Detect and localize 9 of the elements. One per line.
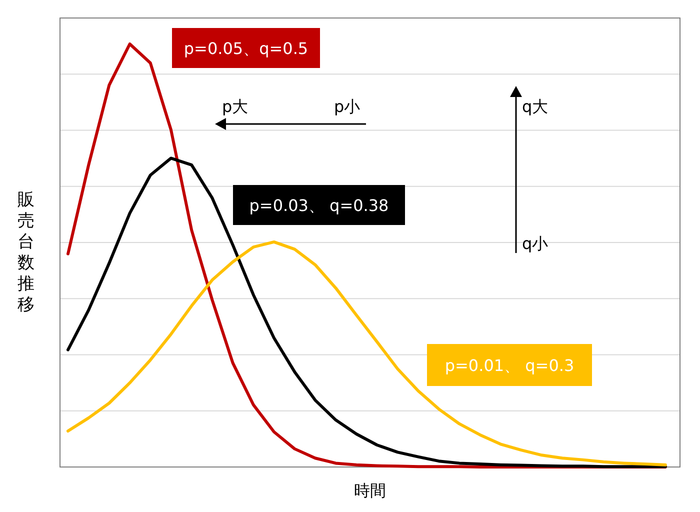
- annotation: p大: [222, 97, 248, 116]
- annotation: q大: [522, 97, 548, 116]
- annotation: p小: [334, 97, 360, 116]
- series-label: p=0.01、 q=0.3: [444, 356, 574, 375]
- annotation: q小: [522, 234, 548, 253]
- x-axis-title: 時間: [354, 481, 386, 500]
- text: p=0.05、q=0.5: [184, 39, 308, 58]
- y-axis-title: 販売台数推移: [18, 190, 34, 315]
- series-label: p=0.03、 q=0.38: [249, 196, 389, 215]
